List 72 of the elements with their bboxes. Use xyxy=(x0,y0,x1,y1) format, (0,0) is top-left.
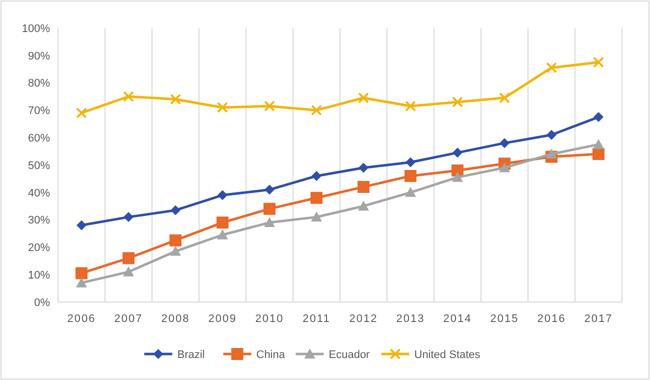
point xyxy=(76,277,87,288)
y-tick-label: 40% xyxy=(28,187,50,200)
point xyxy=(499,92,510,104)
y-tick-label: 30% xyxy=(28,214,50,227)
y-tick-label: 0% xyxy=(34,296,50,309)
point xyxy=(499,162,510,172)
point xyxy=(217,229,228,240)
point xyxy=(217,102,228,113)
y-tick-label: 50% xyxy=(28,160,50,172)
point xyxy=(594,112,604,122)
point xyxy=(76,220,86,230)
point xyxy=(546,148,557,159)
point xyxy=(358,200,369,211)
point xyxy=(76,107,87,118)
point xyxy=(592,148,604,160)
point xyxy=(311,212,322,222)
point xyxy=(312,170,322,181)
point xyxy=(500,138,510,148)
legend-label: Ecuador xyxy=(328,348,370,361)
point xyxy=(76,267,88,280)
point xyxy=(216,216,228,229)
point xyxy=(358,92,369,104)
y-tick-label: 60% xyxy=(28,132,50,144)
point xyxy=(546,130,556,140)
point xyxy=(452,148,462,158)
y-tick-label: 100% xyxy=(22,22,50,35)
x-tick-label: 2015 xyxy=(490,313,519,325)
point xyxy=(170,205,180,216)
point xyxy=(406,157,416,168)
x-tick-label: 2009 xyxy=(208,313,237,325)
y-tick-label: 20% xyxy=(28,242,50,254)
x-tick-label: 2011 xyxy=(302,313,330,325)
point xyxy=(264,184,274,195)
point xyxy=(264,217,275,228)
legend-label: China xyxy=(256,348,286,361)
point xyxy=(593,138,604,149)
y-tick-label: 80% xyxy=(28,78,50,90)
x-tick-label: 2017 xyxy=(584,313,613,325)
point xyxy=(358,162,368,173)
x-tick-label: 2006 xyxy=(67,313,96,325)
point xyxy=(593,56,604,68)
point xyxy=(170,94,181,105)
point xyxy=(264,202,276,215)
point xyxy=(170,234,182,246)
point xyxy=(358,180,370,193)
point xyxy=(122,252,134,264)
y-tick-label: 90% xyxy=(28,50,50,62)
point xyxy=(124,212,134,222)
x-tick-label: 2008 xyxy=(161,313,190,325)
point xyxy=(404,170,416,182)
point xyxy=(170,246,181,256)
x-tick-label: 2012 xyxy=(349,313,378,325)
point xyxy=(123,91,134,102)
point xyxy=(546,62,557,74)
point xyxy=(218,190,228,200)
x-tick-label: 2014 xyxy=(443,313,472,325)
x-tick-label: 2007 xyxy=(114,313,143,325)
legend-label: Brazil xyxy=(177,348,205,361)
point xyxy=(264,100,275,112)
point xyxy=(405,100,416,112)
point xyxy=(311,104,322,116)
y-tick-label: 70% xyxy=(28,105,50,118)
x-tick-label: 2013 xyxy=(396,313,425,325)
point xyxy=(310,192,322,204)
x-tick-label: 2016 xyxy=(537,313,566,325)
point xyxy=(452,96,463,108)
point xyxy=(123,266,134,276)
x-tick-label: 2010 xyxy=(255,313,284,325)
point xyxy=(405,186,416,197)
y-tick-label: 10% xyxy=(28,269,50,282)
point xyxy=(452,172,463,182)
legend-label: United States xyxy=(414,348,481,361)
